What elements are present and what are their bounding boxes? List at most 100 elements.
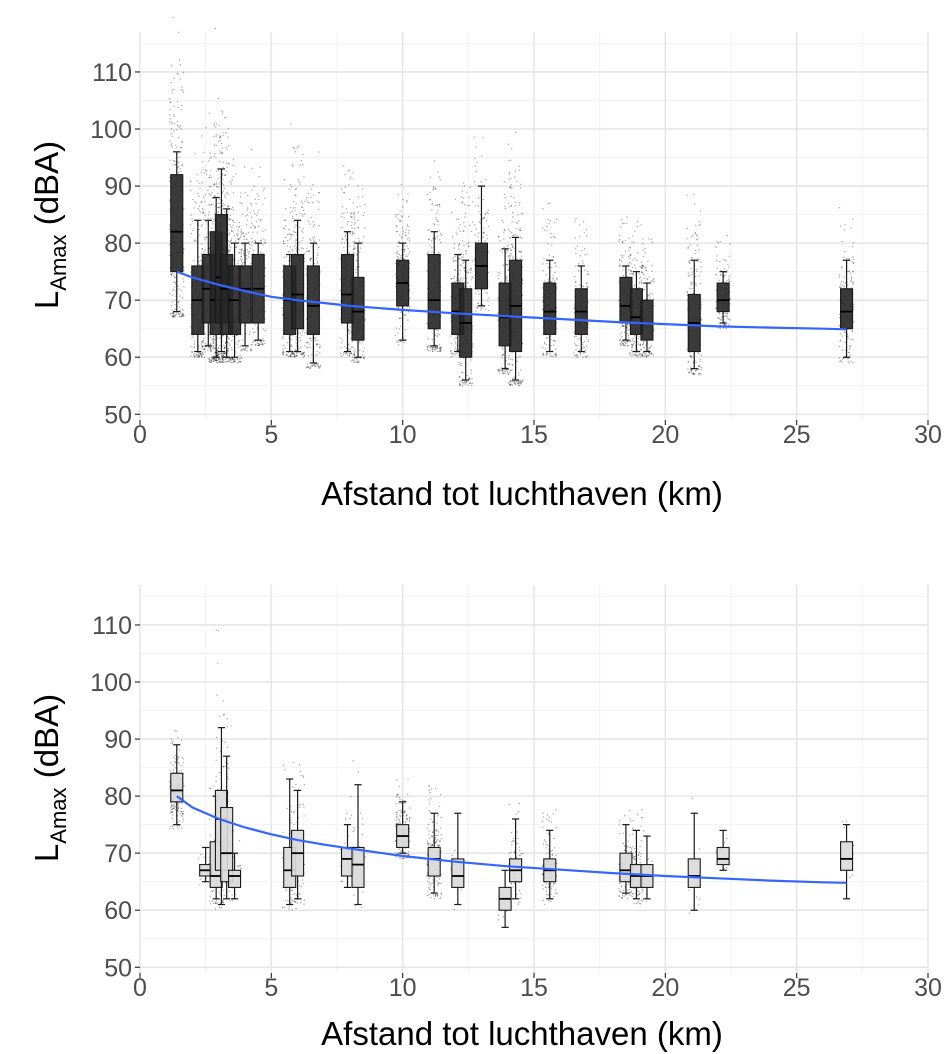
data-point — [229, 249, 231, 251]
data-point — [230, 361, 232, 364]
data-point — [465, 380, 468, 382]
data-point — [201, 347, 203, 349]
data-point — [199, 187, 201, 190]
data-point — [209, 194, 211, 196]
data-point — [436, 235, 438, 238]
data-point — [353, 216, 356, 218]
data-point — [226, 148, 228, 150]
data-point — [213, 340, 215, 342]
data-point — [514, 381, 516, 384]
data-point — [170, 274, 173, 276]
data-point — [573, 276, 576, 278]
data-point — [256, 342, 258, 344]
data-point — [359, 205, 361, 208]
data-point — [171, 146, 173, 148]
data-point — [223, 344, 225, 346]
data-point — [193, 259, 195, 262]
data-point — [436, 332, 439, 335]
data-point — [179, 295, 181, 297]
data-point — [341, 242, 343, 244]
data-point — [221, 356, 223, 358]
data-point — [180, 146, 182, 149]
data-point — [222, 134, 224, 137]
data-point — [505, 277, 507, 279]
data-point — [453, 352, 455, 355]
data-point — [250, 262, 252, 265]
data-point — [438, 230, 440, 232]
data-point — [170, 315, 173, 317]
data-point — [196, 356, 198, 358]
data-point — [173, 313, 175, 315]
data-point — [236, 343, 238, 345]
data-point — [249, 331, 251, 333]
data-point — [355, 272, 357, 274]
data-point — [505, 370, 507, 372]
data-point — [201, 346, 204, 348]
data-point — [312, 184, 314, 186]
data-point — [312, 365, 314, 367]
data-point — [249, 348, 252, 350]
data-point — [227, 347, 230, 350]
data-point — [632, 272, 634, 275]
data-point — [229, 358, 231, 360]
data-point — [291, 248, 293, 251]
data-point — [628, 237, 630, 239]
data-point — [354, 247, 356, 249]
data-point — [292, 352, 294, 354]
data-point — [232, 158, 234, 160]
data-point — [464, 216, 466, 218]
data-point — [282, 352, 284, 355]
data-point — [427, 345, 429, 348]
data-point — [487, 209, 489, 211]
data-point — [463, 357, 465, 360]
data-point — [170, 82, 172, 84]
data-point — [241, 248, 243, 250]
data-point — [288, 250, 291, 253]
data-point — [217, 206, 220, 209]
data-point — [546, 225, 548, 228]
data-point — [518, 382, 520, 384]
data-point — [468, 382, 471, 384]
data-point — [310, 188, 313, 190]
data-point — [169, 121, 171, 123]
data-point — [182, 278, 184, 280]
data-point — [214, 194, 216, 197]
data-point — [462, 254, 465, 256]
data-point — [435, 219, 437, 221]
data-point — [197, 207, 199, 210]
data-point — [575, 218, 577, 220]
data-point — [511, 243, 513, 246]
data-point — [463, 277, 465, 279]
data-point — [231, 220, 234, 222]
data-point — [224, 352, 226, 354]
data-point — [225, 352, 227, 354]
data-point — [469, 186, 471, 189]
data-point — [437, 224, 439, 226]
data-point — [263, 187, 265, 190]
data-point — [402, 233, 404, 235]
data-point — [225, 146, 227, 149]
data-point — [362, 196, 364, 198]
data-point — [250, 348, 253, 351]
data-point — [231, 226, 233, 229]
data-point — [228, 219, 231, 221]
data-point — [314, 365, 316, 368]
data-point — [232, 219, 234, 222]
data-point — [515, 228, 517, 230]
data-point — [350, 216, 353, 218]
data-point — [286, 354, 288, 356]
data-point — [316, 260, 319, 263]
data-point — [225, 361, 228, 363]
data-point — [223, 352, 226, 355]
data-point — [282, 351, 284, 353]
data-point — [290, 186, 293, 188]
data-point — [555, 218, 558, 221]
data-point — [178, 156, 180, 158]
data-point — [621, 255, 623, 257]
data-point — [626, 332, 629, 335]
data-point — [223, 348, 225, 350]
data-point — [293, 352, 295, 355]
data-point — [219, 360, 221, 363]
data-point — [246, 350, 248, 352]
